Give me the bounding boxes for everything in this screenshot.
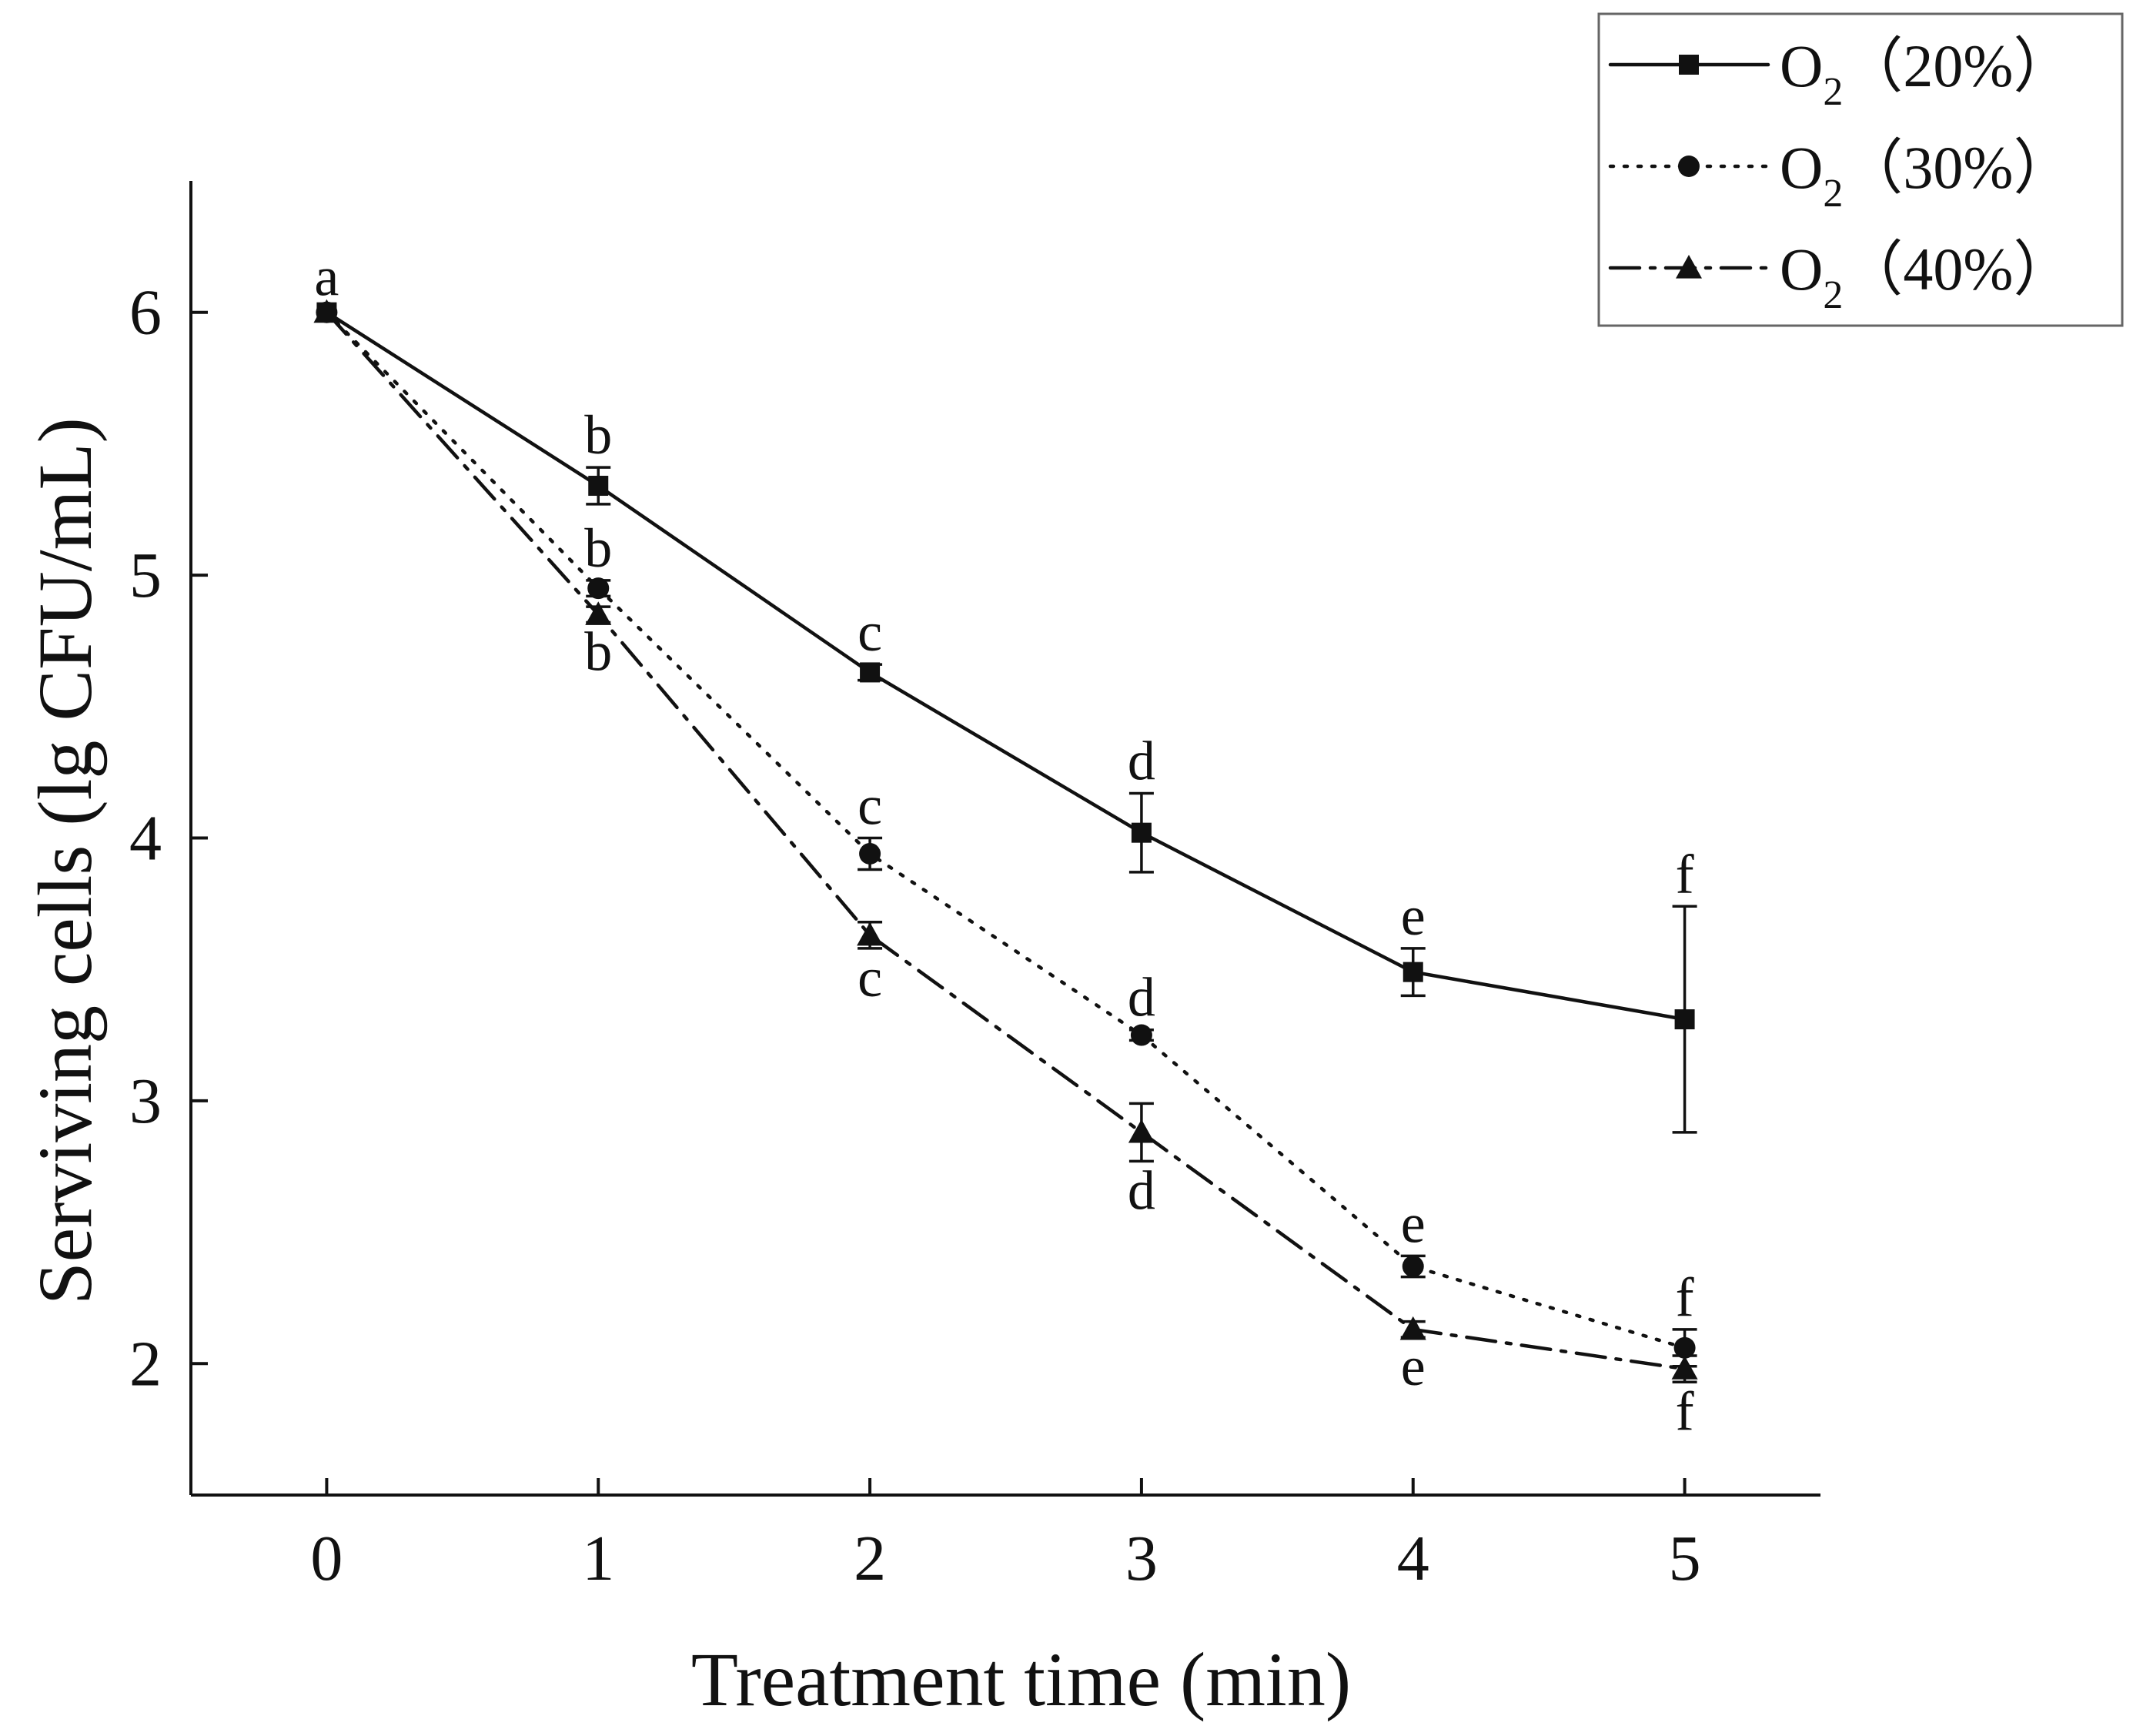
data-point [588, 476, 609, 497]
data-point [1671, 1356, 1698, 1380]
y-axis-title: Serviving cells (lg CFU/mL) [22, 417, 108, 1305]
x-tick-label: 2 [854, 1523, 886, 1594]
series-1: b c d e f [316, 301, 1697, 1368]
significance-letter: c [858, 601, 882, 663]
x-tick-label: 1 [582, 1523, 614, 1594]
series-2: b c d e f [313, 299, 1698, 1442]
legend-marker [1676, 255, 1702, 279]
significance-letter: e [1401, 1192, 1426, 1254]
x-axis-title: Treatment time (min) [691, 1637, 1351, 1722]
y-tick-label: 4 [129, 803, 162, 875]
significance-letter: f [1676, 1380, 1694, 1442]
data-point [1402, 962, 1423, 982]
significance-letter: b [584, 404, 612, 466]
legend-entry-2: O2（40%） [1608, 236, 2073, 317]
data-point [313, 299, 340, 323]
data-point [1131, 822, 1152, 843]
significance-letter: f [1676, 843, 1694, 905]
significance-letter: a [314, 246, 339, 308]
legend: O2（20%）O2（30%）O2（40%） [1597, 12, 2124, 327]
significance-letter: d [1128, 967, 1155, 1029]
legend-label-main: O [1780, 236, 1823, 303]
legend-label-main: O [1780, 32, 1823, 99]
y-tick-label: 6 [129, 277, 162, 349]
x-tick-label: 0 [310, 1523, 343, 1594]
series-line [325, 310, 1687, 1350]
data-point [859, 842, 881, 865]
data-point [1399, 1316, 1426, 1340]
legend-label-tail: （20%） [1843, 32, 2073, 99]
legend-label-tail: （40%） [1843, 236, 2073, 303]
legend-marker [1679, 55, 1699, 75]
data-point [585, 601, 612, 625]
data-point [1674, 1009, 1695, 1030]
legend-label: O2（20%） [1780, 32, 2073, 114]
legend-label: O2（30%） [1780, 134, 2073, 216]
series-0: a b c d e f [314, 246, 1697, 1134]
legend-label-sub: 2 [1823, 273, 1843, 317]
significance-letter: f [1676, 1266, 1694, 1328]
y-tick-label: 5 [129, 540, 162, 611]
significance-letter: b [584, 621, 612, 683]
significance-letter: d [1128, 1159, 1155, 1221]
series-line [325, 310, 1687, 1371]
x-tick-label: 4 [1397, 1523, 1429, 1594]
axes: 0 1 2 3 4 5 2 3 4 5 6 Treatment time (min) Serviving… [22, 181, 1820, 1722]
data-point [860, 662, 881, 683]
significance-letter: c [858, 775, 882, 837]
significance-letter: e [1401, 885, 1426, 947]
legend-label-tail: （30%） [1843, 134, 2073, 201]
significance-letter: c [858, 947, 882, 1008]
x-tick-label: 5 [1669, 1523, 1701, 1594]
x-tick-label: 3 [1125, 1523, 1158, 1594]
series-line [325, 310, 1687, 1022]
data-point [587, 577, 610, 600]
legend-label-sub: 2 [1823, 70, 1843, 114]
legend-label-main: O [1780, 134, 1823, 201]
significance-letter: b [584, 517, 612, 579]
legend-marker [1678, 156, 1700, 177]
data-point [1402, 1255, 1424, 1277]
significance-letter: e [1401, 1336, 1426, 1397]
legend-label-sub: 2 [1823, 172, 1843, 216]
legend-label: O2（40%） [1780, 236, 2073, 317]
data-point [1673, 1336, 1696, 1359]
significance-letter: d [1128, 730, 1155, 791]
data-point [857, 922, 884, 946]
series-layer: a b c d e f b c d e f b c d e f [313, 246, 1698, 1442]
y-tick-label: 2 [129, 1328, 162, 1400]
legend-entry-1: O2（30%） [1608, 134, 2073, 216]
data-point [1128, 1119, 1155, 1143]
y-tick-label: 3 [129, 1065, 162, 1137]
data-point [1130, 1024, 1152, 1046]
legend-entry-0: O2（20%） [1608, 32, 2073, 114]
